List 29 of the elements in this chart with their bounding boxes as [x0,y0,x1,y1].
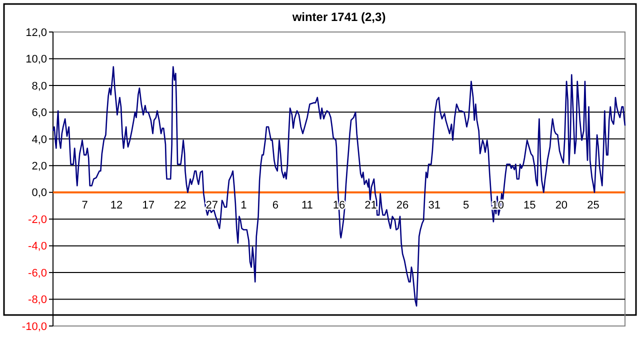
y-tick-label: -6,0 [28,267,47,280]
x-tick-label: 7 [82,199,88,212]
y-tick-label: 8,0 [32,80,47,92]
x-tick-label: 5 [463,199,470,212]
y-tick-label: -2,0 [28,214,47,226]
x-tick-label: 17 [142,199,154,212]
x-tick-label: 15 [524,199,536,212]
y-tick-label: -8,0 [28,294,47,306]
x-tick-label: 27 [206,199,218,212]
y-tick-label: 0,0 [32,187,47,200]
y-tick-label: 6,0 [32,107,47,120]
y-tick-label: 4,0 [32,134,47,146]
y-tick-label: -10,0 [22,320,47,333]
line-series [52,66,626,307]
x-tick-label: 26 [396,199,409,212]
x-tick-label: 22 [174,199,186,212]
x-tick-label: 31 [428,199,440,212]
y-tick-label: -4,0 [28,240,47,253]
chart-title: winter 1741 (2,3) [291,10,386,24]
x-tick-label: 25 [587,199,600,212]
x-tick-label: 20 [555,199,568,212]
x-tick-label: 12 [110,199,123,212]
y-tick-label: 2,0 [32,160,47,172]
x-tick-label: 11 [302,199,313,212]
y-tick-label: 12,0 [26,26,47,39]
y-tick-label: 10,0 [26,54,47,66]
x-tick-label: 1 [240,199,247,212]
x-tick-label: 10 [492,199,504,212]
x-tick-label: 6 [272,199,279,212]
